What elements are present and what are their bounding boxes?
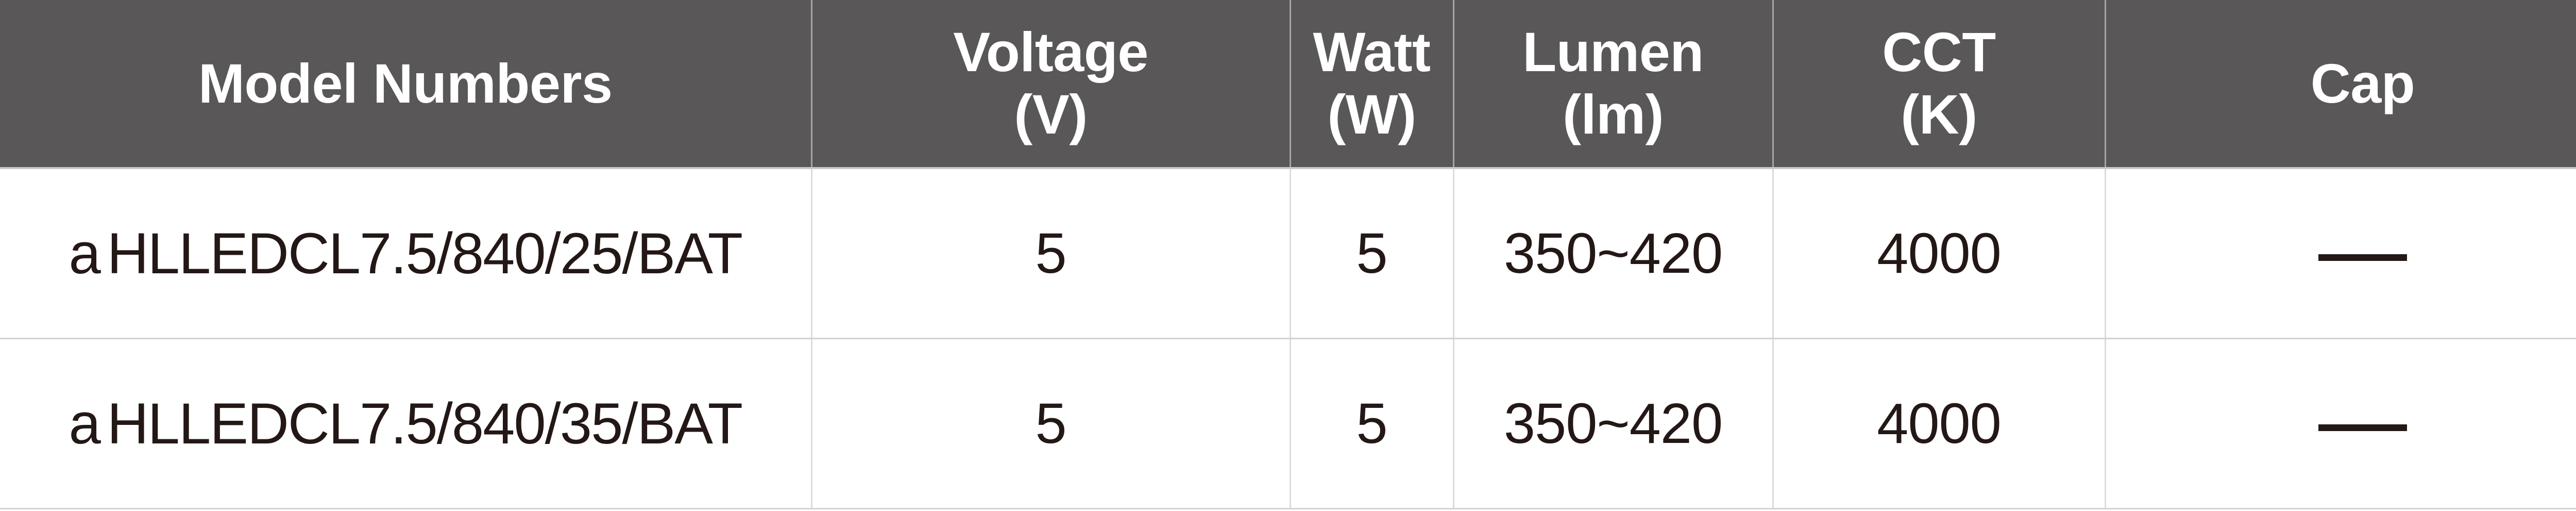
em-dash-rule-icon xyxy=(2318,424,2407,431)
cell-model-number: a HLLEDCL7.5/840/25/BAT xyxy=(0,168,812,339)
cell-watt: 5 xyxy=(1290,168,1454,339)
cell-voltage: 5 xyxy=(811,168,1291,339)
model-prefix-label: a xyxy=(69,221,100,286)
column-header-model-numbers: Model Numbers xyxy=(0,0,812,169)
em-dash-rule-icon xyxy=(2318,254,2407,261)
table-body: a HLLEDCL7.5/840/25/BAT 5 5 350~420 4000 xyxy=(0,168,2576,509)
column-header-model-numbers-label: Model Numbers xyxy=(198,52,613,114)
model-number-value: HLLEDCL7.5/840/35/BAT xyxy=(107,391,743,456)
column-header-voltage-label: Voltage xyxy=(953,21,1148,84)
model-number-value: HLLEDCL7.5/840/25/BAT xyxy=(107,221,743,286)
column-header-cap: Cap xyxy=(2105,0,2576,169)
column-header-voltage: Voltage (V) xyxy=(811,0,1291,169)
cell-cap xyxy=(2105,338,2576,509)
cell-cct: 4000 xyxy=(1773,168,2106,339)
cell-lumen: 350~420 xyxy=(1453,168,1774,339)
cell-watt: 5 xyxy=(1290,338,1454,509)
column-header-lumen-unit: (lm) xyxy=(1563,83,1664,145)
column-header-cct-unit: (K) xyxy=(1901,83,1977,145)
table-row: a HLLEDCL7.5/840/35/BAT 5 5 350~420 4000 xyxy=(0,338,2576,509)
cell-voltage: 5 xyxy=(811,338,1291,509)
column-header-cap-label: Cap xyxy=(2310,52,2415,114)
column-header-lumen: Lumen (lm) xyxy=(1453,0,1774,169)
column-header-lumen-label: Lumen xyxy=(1522,21,1704,84)
column-header-watt: Watt (W) xyxy=(1290,0,1454,169)
cell-cap xyxy=(2105,168,2576,339)
column-header-watt-unit: (W) xyxy=(1327,83,1416,145)
table-header: Model Numbers Voltage (V) Watt (W) Lumen… xyxy=(0,0,2576,169)
column-header-cct: CCT (K) xyxy=(1773,0,2106,169)
column-header-watt-label: Watt xyxy=(1313,21,1431,84)
column-header-voltage-unit: (V) xyxy=(1014,83,1088,145)
cell-lumen: 350~420 xyxy=(1453,338,1774,509)
cell-cct: 4000 xyxy=(1773,338,2106,509)
table-header-row: Model Numbers Voltage (V) Watt (W) Lumen… xyxy=(0,0,2576,169)
column-header-cct-label: CCT xyxy=(1882,21,1996,84)
table-row: a HLLEDCL7.5/840/25/BAT 5 5 350~420 4000 xyxy=(0,168,2576,339)
model-prefix-label: a xyxy=(69,391,100,456)
cell-model-number: a HLLEDCL7.5/840/35/BAT xyxy=(0,338,812,509)
